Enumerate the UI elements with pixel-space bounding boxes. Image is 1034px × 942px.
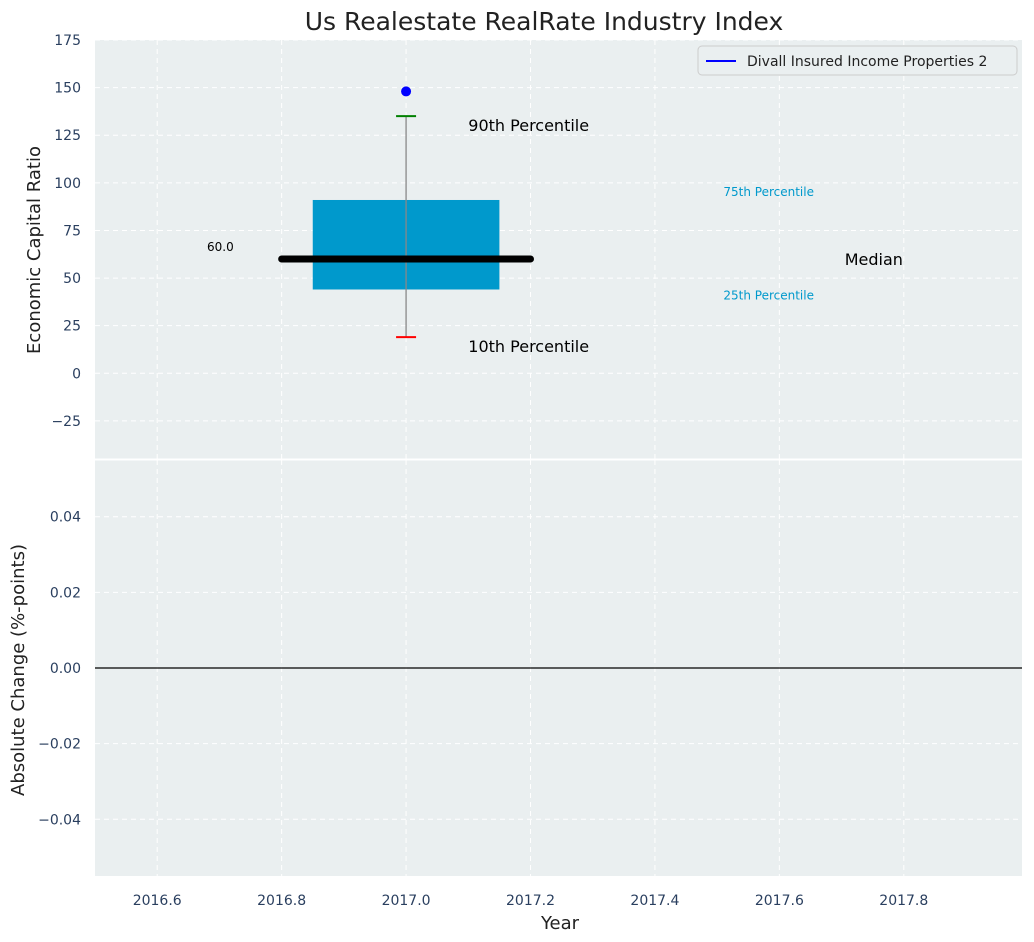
median-label: Median [845, 250, 903, 269]
top-y-tick-label: 75 [63, 223, 81, 239]
x-tick-label: 2016.8 [257, 893, 306, 909]
p25-label: 25th Percentile [723, 288, 814, 302]
bottom-y-ticks: −0.04 −0.02 0.00 0.02 0.04 [38, 510, 81, 829]
bottom-y-tick-label: 0.02 [50, 585, 81, 601]
top-y-tick-label: 100 [54, 176, 81, 192]
x-tick-label: 2017.0 [382, 893, 431, 909]
top-y-tick-label: 175 [54, 33, 81, 49]
top-marks: 90th Percentile 10th Percentile 75th Perce… [207, 86, 903, 356]
bottom-y-tick-label: 0.04 [50, 510, 81, 526]
legend-box [697, 45, 1018, 76]
top-panel: −25 0 25 50 75 100 125 150 175 90th Percentile 10… [24, 33, 1022, 459]
bottom-y-axis-title: Absolute Change (%-points) [8, 544, 29, 796]
top-y-tick-label: −25 [51, 414, 81, 430]
x-tick-label: 2017.4 [630, 893, 679, 909]
bottom-y-tick-label: 0.00 [50, 661, 81, 677]
x-ticks: 2016.6 2016.8 2017.0 2017.2 2017.4 2017.6 2017… [133, 893, 929, 909]
p75-label: 75th Percentile [723, 185, 814, 199]
top-y-ticks: −25 0 25 50 75 100 125 150 175 [51, 33, 81, 430]
bottom-y-tick-label: −0.02 [38, 737, 81, 753]
chart-title: Us Realestate RealRate Industry Index [305, 7, 784, 36]
top-grid [95, 39, 1022, 459]
p10-label: 10th Percentile [468, 337, 589, 356]
top-plot-area [95, 40, 1022, 459]
legend[interactable]: Divall Insured Income Properties 2 [697, 45, 1018, 76]
top-y-tick-label: 0 [72, 366, 81, 382]
bottom-y-tick-label: −0.04 [38, 812, 81, 828]
top-y-axis-title: Economic Capital Ratio [24, 146, 45, 354]
x-tick-label: 2017.2 [506, 893, 555, 909]
legend-label: Divall Insured Income Properties 2 [747, 54, 987, 70]
top-y-tick-label: 25 [63, 319, 81, 335]
top-y-tick-label: 50 [63, 271, 81, 287]
x-tick-label: 2017.8 [879, 893, 928, 909]
median-value-label: 60.0 [207, 240, 234, 254]
x-tick-label: 2016.6 [133, 893, 182, 909]
x-tick-label: 2017.6 [755, 893, 804, 909]
top-y-tick-label: 150 [54, 81, 81, 97]
top-y-tick-label: 125 [54, 128, 81, 144]
company-point [401, 86, 412, 97]
p90-label: 90th Percentile [468, 116, 589, 135]
x-axis-title: Year [540, 913, 580, 934]
bottom-panel: −0.04 −0.02 0.00 0.02 0.04 Absolute Change (… [8, 458, 1022, 876]
